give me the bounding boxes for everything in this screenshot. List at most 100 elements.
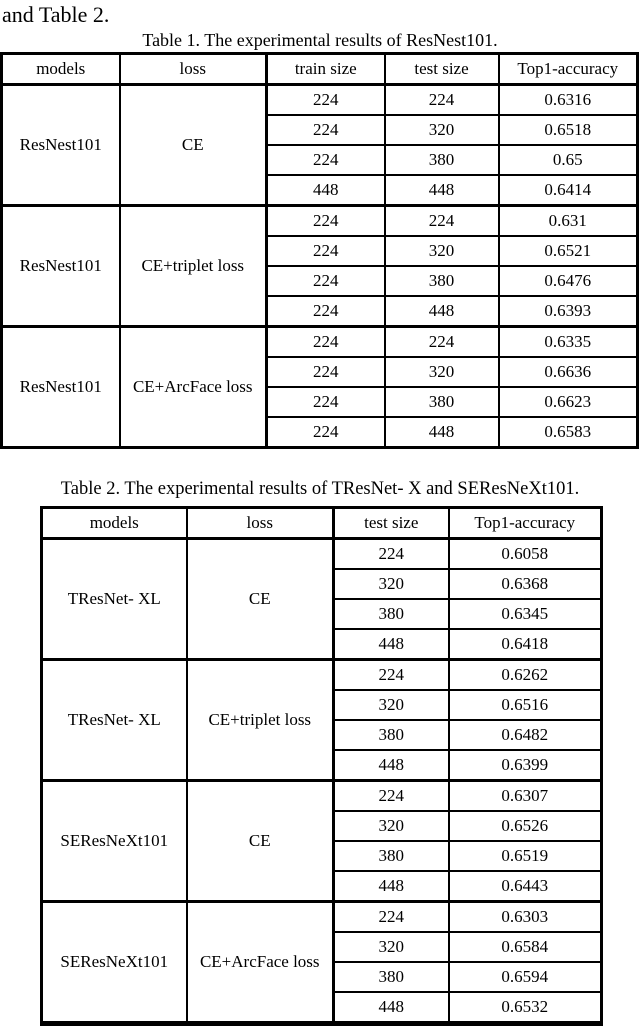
value-cell: 0.6307 <box>447 779 603 812</box>
intro-text: and Table 2. <box>2 2 110 27</box>
column-header-models: models <box>0 52 121 86</box>
value-cell: 0.6316 <box>497 83 639 116</box>
value-cell: 224 <box>383 325 500 358</box>
value-cell: 448 <box>332 749 450 782</box>
table-row: ResNest101 CE 224 224 0.6316 <box>0 83 639 207</box>
value-cell: 0.65 <box>497 144 639 176</box>
value-cell: 0.6584 <box>447 931 603 963</box>
value-cell: 448 <box>383 416 500 449</box>
column-header-models: models <box>40 506 188 540</box>
value-cell: 224 <box>332 537 450 570</box>
value-cell: 320 <box>332 810 450 842</box>
value-cell: 380 <box>332 961 450 993</box>
table-row: 320 0.6368 <box>42 568 603 600</box>
model-cell: ResNest101 <box>0 83 121 207</box>
model-cell: ResNest101 <box>0 204 121 328</box>
value-cell: 224 <box>265 114 386 146</box>
value-cell: 0.6526 <box>447 810 603 842</box>
table-row: 224 320 0.6518 <box>2 114 639 146</box>
value-cell: 320 <box>383 114 500 146</box>
value-cell: 224 <box>265 325 386 358</box>
table-row: 380 0.6482 <box>42 719 603 751</box>
value-cell: 0.6399 <box>447 749 603 782</box>
table2-caption: Table 2. The experimental results of TRe… <box>60 479 580 499</box>
table-row: TResNet- XL CE 224 0.6058 <box>40 537 603 661</box>
loss-cell: CE <box>185 537 335 661</box>
table-row: 224 320 0.6636 <box>2 356 639 388</box>
table1-caption: Table 1. The experimental results of Res… <box>142 30 498 50</box>
column-header-test-size: test size <box>383 52 500 86</box>
value-cell: 448 <box>383 174 500 207</box>
value-cell: 0.6335 <box>497 325 639 358</box>
table-row: 320 0.6584 <box>42 931 603 963</box>
value-cell: 320 <box>332 931 450 963</box>
table-row: 224 380 0.65 <box>2 144 639 176</box>
value-cell: 380 <box>383 265 500 297</box>
value-cell: 380 <box>332 719 450 751</box>
value-cell: 0.6583 <box>497 416 639 449</box>
column-header-top1-accuracy: Top1-accuracy <box>497 52 639 86</box>
table-row: 448 0.6532 <box>42 991 603 1025</box>
value-cell: 448 <box>265 174 386 207</box>
table-row: ResNest101 CE+triplet loss 224 224 0.631 <box>0 204 639 328</box>
value-cell: 0.6518 <box>497 114 639 146</box>
table-row: TResNet- XL CE+triplet loss 224 0.6262 <box>40 658 603 782</box>
table-row: 224 380 0.6476 <box>2 265 639 297</box>
table-row: SEResNeXt101 CE 224 0.6307 <box>40 779 603 903</box>
table-row: SEResNeXt101 CE+ArcFace loss 224 0.6303 <box>40 900 603 1025</box>
loss-cell: CE+ArcFace loss <box>118 325 268 449</box>
value-cell: 0.6623 <box>497 386 639 418</box>
table-row: 224 448 0.6583 <box>2 416 639 449</box>
value-cell: 448 <box>383 295 500 328</box>
value-cell: 224 <box>265 144 386 176</box>
table-row: ResNest101 CE+ArcFace loss 224 224 0.6335 <box>0 325 639 449</box>
value-cell: 0.6414 <box>497 174 639 207</box>
value-cell: 0.6368 <box>447 568 603 600</box>
value-cell: 0.6303 <box>447 900 603 933</box>
value-cell: 0.6058 <box>447 537 603 570</box>
column-header-loss: loss <box>118 52 268 86</box>
model-cell: TResNet- XL <box>40 658 188 782</box>
value-cell: 0.6443 <box>447 870 603 903</box>
table-row: 380 0.6345 <box>42 598 603 630</box>
value-cell: 224 <box>332 779 450 812</box>
value-cell: 0.6482 <box>447 719 603 751</box>
column-header-loss: loss <box>185 506 335 540</box>
value-cell: 0.631 <box>497 204 639 237</box>
value-cell: 224 <box>265 204 386 237</box>
value-cell: 0.6636 <box>497 356 639 388</box>
loss-cell: CE+ArcFace loss <box>185 900 335 1025</box>
value-cell: 320 <box>332 568 450 600</box>
value-cell: 0.6532 <box>447 991 603 1025</box>
value-cell: 448 <box>332 991 450 1025</box>
model-cell: SEResNeXt101 <box>40 900 188 1025</box>
value-cell: 0.6418 <box>447 628 603 661</box>
column-header-test-size: test size <box>332 506 450 540</box>
value-cell: 224 <box>265 416 386 449</box>
table-row: 380 0.6594 <box>42 961 603 993</box>
value-cell: 224 <box>265 235 386 267</box>
model-cell: ResNest101 <box>0 325 121 449</box>
value-cell: 0.6521 <box>497 235 639 267</box>
loss-cell: CE <box>118 83 268 207</box>
table-row: 224 320 0.6521 <box>2 235 639 267</box>
model-cell: TResNet- XL <box>40 537 188 661</box>
value-cell: 224 <box>265 295 386 328</box>
value-cell: 320 <box>383 356 500 388</box>
value-cell: 224 <box>265 83 386 116</box>
value-cell: 0.6345 <box>447 598 603 630</box>
loss-cell: CE+triplet loss <box>118 204 268 328</box>
table-row: 380 0.6519 <box>42 840 603 872</box>
table-row: 224 380 0.6623 <box>2 386 639 418</box>
value-cell: 224 <box>265 356 386 388</box>
table-row: 320 0.6516 <box>42 689 603 721</box>
value-cell: 0.6519 <box>447 840 603 872</box>
table-row: 320 0.6526 <box>42 810 603 842</box>
value-cell: 320 <box>332 689 450 721</box>
column-header-top1-accuracy: Top1-accuracy <box>447 506 603 540</box>
loss-cell: CE <box>185 779 335 903</box>
table2-section: Table 2. The experimental results of TRe… <box>0 479 640 1026</box>
table-row: 448 0.6418 <box>42 628 603 661</box>
value-cell: 224 <box>332 900 450 933</box>
column-header-train-size: train size <box>265 52 386 86</box>
